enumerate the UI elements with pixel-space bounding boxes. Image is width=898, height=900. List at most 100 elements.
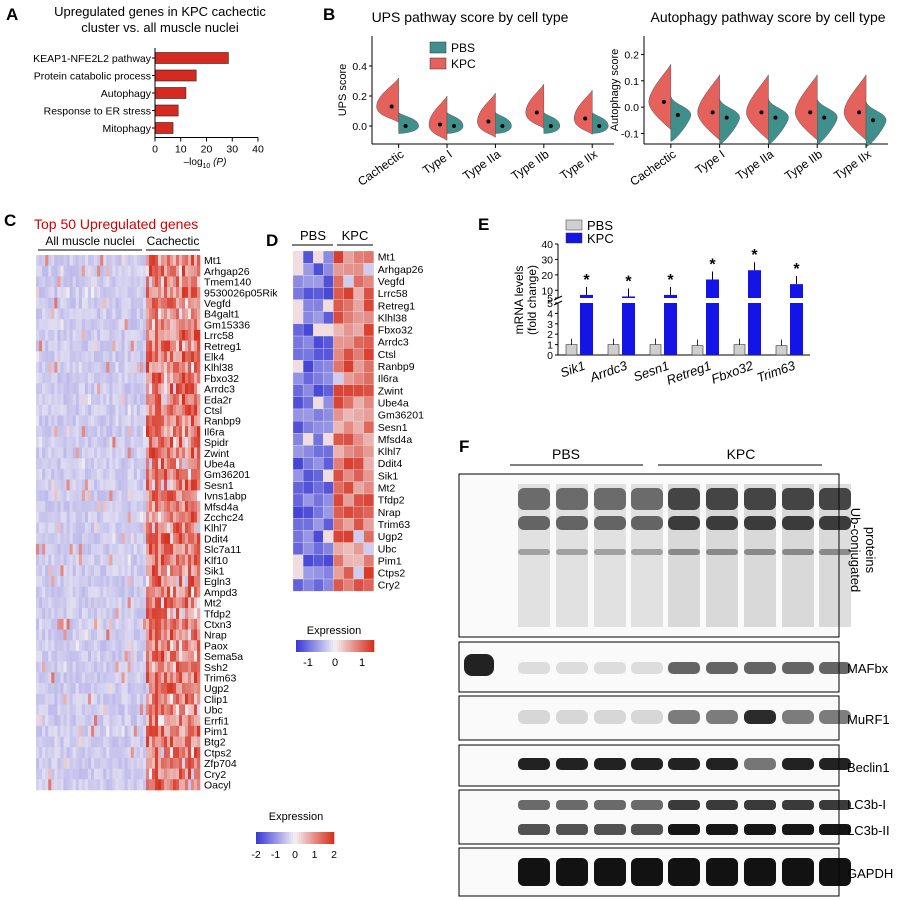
- panel-c-cell: [173, 715, 177, 727]
- panel-c-cell: [72, 319, 77, 331]
- panel-e-significance-star: *: [751, 247, 758, 264]
- panel-c-cell: [152, 554, 156, 566]
- panel-c-cell: [194, 469, 198, 480]
- panel-c-cell: [57, 319, 61, 331]
- panel-c-cell: [170, 308, 174, 320]
- panel-c-cell: [158, 415, 162, 427]
- panel-c-cell: [152, 586, 156, 598]
- panel-c-cell: [139, 287, 144, 299]
- panel-c-legend-tick: 2: [331, 849, 337, 861]
- panel-d-cell: [343, 396, 354, 410]
- panel-c-cell: [106, 287, 110, 299]
- panel-c-cell: [133, 351, 138, 363]
- panel-c-cell: [45, 383, 49, 395]
- panel-c-cell: [57, 329, 61, 341]
- panel-c-legend-cell: [332, 832, 335, 844]
- panel-c-cell: [112, 725, 116, 737]
- panel-c-cell: [133, 287, 138, 299]
- panel-c-cell: [97, 650, 101, 662]
- panel-c-cell: [48, 415, 52, 427]
- panel-c-cell: [182, 511, 186, 523]
- panel-c-cell: [139, 319, 144, 331]
- panel-f-band-lc3b-ii: [556, 824, 588, 835]
- panel-c-cell: [100, 469, 104, 480]
- panel-d-legend-cell: [317, 640, 320, 652]
- panel-c-cell: [48, 618, 52, 630]
- panel-c-cell: [100, 779, 104, 791]
- panel-c-cell: [60, 704, 64, 716]
- panel-c-cell: [136, 618, 141, 630]
- panel-c-cell: [130, 576, 135, 587]
- panel-c-cell: [194, 618, 198, 630]
- panel-c-cell: [75, 576, 80, 587]
- panel-c-cell: [179, 693, 183, 705]
- panel-c-cell: [45, 458, 49, 470]
- panel-c-cell: [42, 383, 46, 395]
- panel-c-cell: [185, 319, 189, 331]
- panel-c-cell: [118, 543, 122, 555]
- panel-c-cell: [176, 736, 180, 748]
- panel-c-cell: [155, 597, 159, 609]
- panel-c-cell: [188, 383, 192, 395]
- panel-c-cell: [158, 704, 162, 716]
- panel-c-cell: [91, 672, 95, 684]
- panel-d-cell: [302, 469, 314, 483]
- panel-c-cell: [136, 394, 141, 406]
- panel-c-cell: [84, 522, 89, 534]
- panel-c-cell: [142, 640, 147, 652]
- panel-c-cell: [75, 747, 80, 759]
- panel-c-cell: [103, 372, 107, 384]
- panel-c-cell: [118, 351, 122, 363]
- panel-c-legend-cell: [326, 832, 329, 844]
- panel-c-cell: [136, 661, 141, 673]
- panel-c-cell: [97, 576, 101, 587]
- panel-c-cell: [66, 576, 70, 587]
- panel-c-cell: [161, 543, 165, 555]
- panel-b-xtick-label: Type IIx: [557, 147, 599, 183]
- panel-c-cell: [121, 511, 125, 523]
- panel-c-cell: [48, 329, 52, 341]
- panel-c-cell: [161, 640, 165, 652]
- panel-c-cell: [48, 576, 52, 587]
- panel-d-legend-cell: [344, 640, 347, 652]
- panel-c-cell: [185, 479, 189, 491]
- panel-c-cell: [75, 479, 80, 491]
- panel-c-cell: [133, 469, 138, 480]
- panel-c-cell: [136, 490, 141, 502]
- panel-a-bar: [154, 122, 174, 134]
- panel-c-cell: [100, 693, 104, 705]
- panel-c-cell: [130, 543, 135, 555]
- panel-c-cell: [60, 522, 64, 534]
- panel-c-cell: [139, 394, 144, 406]
- panel-c-cell: [81, 640, 86, 652]
- panel-c-cell: [194, 362, 198, 373]
- panel-d-gene-label: Ctps2: [378, 568, 406, 580]
- panel-c-cell: [176, 747, 180, 759]
- panel-c-cell: [57, 672, 61, 684]
- panel-c-cell: [84, 297, 89, 309]
- panel-c-cell: [75, 693, 80, 705]
- panel-c-cell: [51, 287, 55, 299]
- panel-c-cell: [91, 618, 95, 630]
- panel-c-cell: [60, 490, 64, 502]
- panel-c-cell: [176, 383, 180, 395]
- panel-d-legend-cell: [329, 640, 332, 652]
- panel-c-cell: [109, 394, 113, 406]
- panel-c-cell: [48, 404, 52, 416]
- panel-c-cell: [94, 276, 98, 288]
- panel-d-cell: [353, 433, 364, 446]
- panel-c-cell: [197, 351, 201, 363]
- panel-c-cell: [78, 533, 83, 545]
- panel-c-cell: [63, 640, 67, 652]
- panel-c-cell: [139, 650, 144, 662]
- panel-c-cell: [194, 683, 198, 694]
- panel-c-cell: [185, 683, 189, 694]
- panel-c-cell: [72, 757, 77, 769]
- panel-c-cell: [112, 265, 116, 277]
- panel-c-cell: [51, 533, 55, 545]
- panel-c-cell: [197, 715, 201, 727]
- panel-c-cell: [78, 768, 83, 780]
- panel-c-cell: [60, 736, 64, 748]
- panel-c-cell: [75, 340, 80, 352]
- panel-c-cell: [146, 383, 150, 395]
